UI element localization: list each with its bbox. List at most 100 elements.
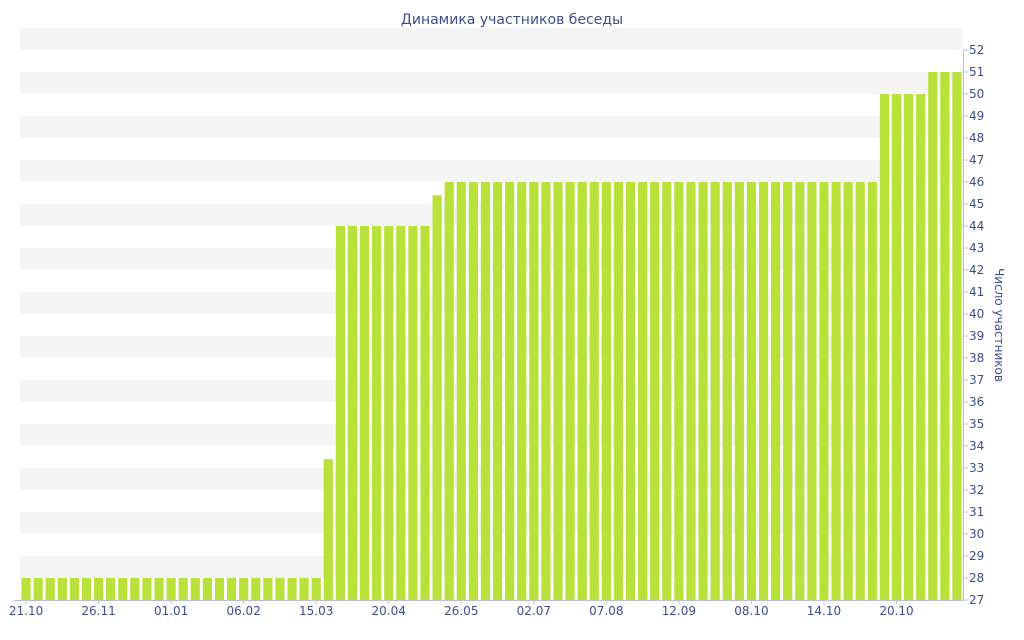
x-tick-label: 02.07 [517, 604, 551, 618]
bar [928, 72, 938, 600]
bar [783, 182, 793, 600]
bar [287, 578, 297, 600]
bar [480, 182, 491, 600]
y-tick-label: 43 [969, 241, 984, 255]
y-tick-label: 34 [969, 439, 984, 453]
grid-band [20, 116, 963, 138]
bar [420, 226, 430, 600]
bar [771, 182, 781, 600]
y-tick-label: 48 [969, 131, 984, 145]
bar [505, 182, 515, 600]
bar [106, 578, 116, 600]
y-tick-label: 28 [969, 571, 984, 585]
bar [492, 182, 503, 600]
x-tick-label: 07.08 [589, 604, 623, 618]
bar [940, 72, 950, 600]
bar [251, 578, 261, 600]
bar [202, 578, 212, 600]
bar [807, 182, 817, 600]
bar [904, 94, 914, 600]
bar [408, 226, 418, 600]
y-tick-label: 39 [969, 329, 984, 343]
y-axis-title: Число участников [992, 268, 1006, 382]
bar [867, 182, 877, 600]
bar [384, 226, 394, 600]
x-tick-label: 21.10 [9, 604, 43, 618]
y-tick-label: 45 [969, 197, 984, 211]
bar [311, 578, 321, 600]
y-tick-label: 52 [969, 43, 984, 57]
bar [323, 459, 333, 600]
bar [879, 94, 890, 600]
bar [843, 182, 853, 600]
bar [541, 182, 551, 600]
bar [613, 182, 624, 600]
bar [81, 578, 92, 600]
bar [359, 226, 370, 600]
bar [275, 578, 285, 600]
y-tick-label: 29 [969, 549, 984, 563]
bar [57, 578, 67, 600]
x-tick-label: 20.10 [879, 604, 913, 618]
bar [734, 182, 744, 600]
bar [444, 182, 454, 600]
x-tick-label: 12.09 [662, 604, 696, 618]
bar [263, 578, 273, 600]
y-tick-label: 51 [969, 65, 984, 79]
bar [674, 182, 684, 600]
bar [916, 94, 926, 600]
x-tick-label: 15.03 [299, 604, 333, 618]
bar [819, 182, 829, 600]
y-tick-label: 35 [969, 417, 984, 431]
bar [952, 72, 962, 600]
grid-band [20, 28, 963, 50]
bar [69, 578, 79, 600]
bar [33, 578, 43, 600]
bar [142, 578, 152, 600]
bar [698, 182, 708, 600]
chart-title: Динамика участников беседы [400, 12, 624, 28]
bar [347, 226, 358, 600]
y-axis: 27 28 29 30 31 32 33 34 35 36 37 38 39 40 41 42 43 44 45 46… [963, 43, 1006, 607]
x-tick-label: 26.05 [444, 604, 478, 618]
bar [45, 578, 55, 600]
y-tick-label: 40 [969, 307, 984, 321]
grid-band [20, 72, 963, 94]
bar [638, 182, 648, 600]
bar [758, 182, 769, 600]
y-tick-label: 47 [969, 153, 984, 167]
y-tick-label: 33 [969, 461, 984, 475]
y-tick-label: 27 [969, 593, 984, 607]
bar [831, 182, 841, 600]
y-tick-label: 42 [969, 263, 984, 277]
bar [372, 226, 382, 600]
y-tick-label: 36 [969, 395, 984, 409]
bar [93, 578, 104, 600]
x-tick-label: 14.10 [807, 604, 841, 618]
bar [662, 182, 672, 600]
bar [130, 578, 140, 600]
bar [722, 182, 732, 600]
bar [529, 182, 539, 600]
bar [166, 578, 176, 600]
y-tick-label: 50 [969, 87, 984, 101]
bars [21, 72, 962, 600]
bar [625, 182, 636, 600]
bar [855, 182, 865, 600]
y-tick-label: 44 [969, 219, 984, 233]
y-tick-label: 32 [969, 483, 984, 497]
bar [190, 578, 200, 600]
bar [214, 578, 225, 600]
x-tick-label: 06.02 [226, 604, 260, 618]
y-tick-label: 31 [969, 505, 984, 519]
bar [21, 578, 31, 600]
bar [891, 94, 902, 600]
x-tick-label: 20.04 [372, 604, 406, 618]
bar [396, 226, 406, 600]
bar [456, 182, 466, 600]
grid-band [20, 160, 963, 182]
bar [589, 182, 599, 600]
x-tick-label: 26.11 [81, 604, 115, 618]
bar [154, 578, 164, 600]
